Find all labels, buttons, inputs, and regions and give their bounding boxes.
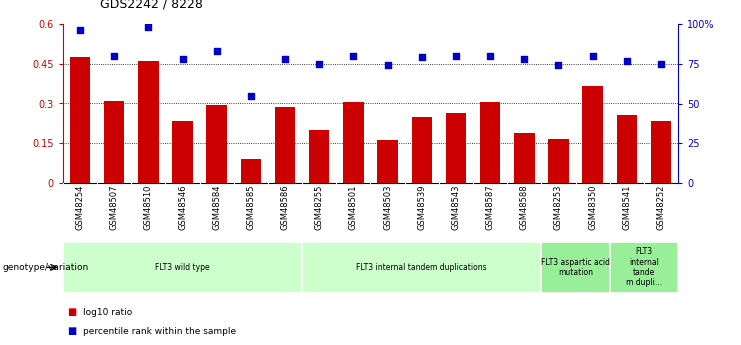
Bar (617, 115, 637, 183)
Point (587, 53, 599, 59)
Bar (70, 57, 90, 183)
Text: GSM48252: GSM48252 (657, 185, 665, 230)
Point (382, 63, 393, 68)
Point (348, 53, 359, 59)
Bar (343, 102, 364, 183)
Bar (480, 102, 500, 183)
Text: GSM48255: GSM48255 (315, 185, 324, 230)
Text: FLT3 aspartic acid
mutation: FLT3 aspartic acid mutation (541, 258, 610, 277)
Bar (411, 117, 432, 183)
Text: GDS2242 / 8228: GDS2242 / 8228 (100, 0, 203, 10)
Text: GSM48543: GSM48543 (451, 185, 460, 230)
Text: GSM48541: GSM48541 (622, 185, 631, 230)
Bar (138, 61, 159, 183)
Point (518, 56, 530, 62)
Point (416, 55, 428, 60)
Text: GSM48587: GSM48587 (485, 185, 494, 230)
Point (655, 61, 667, 67)
Text: GSM48253: GSM48253 (554, 185, 563, 230)
Text: ■: ■ (67, 307, 76, 317)
Bar (548, 139, 568, 183)
Point (484, 53, 496, 59)
Bar (514, 132, 534, 183)
Bar (302, 241, 542, 293)
Text: percentile rank within the sample: percentile rank within the sample (83, 327, 236, 336)
Text: GSM48510: GSM48510 (144, 185, 153, 230)
Point (279, 56, 291, 62)
Bar (377, 140, 398, 183)
Bar (582, 86, 603, 183)
Point (210, 48, 222, 54)
Bar (104, 101, 124, 183)
Text: GSM48501: GSM48501 (349, 185, 358, 230)
Text: GSM48350: GSM48350 (588, 185, 597, 230)
Text: FLT3
internal
tande
m dupli…: FLT3 internal tande m dupli… (625, 247, 662, 287)
Point (176, 56, 188, 62)
Bar (173, 121, 193, 183)
Point (245, 93, 257, 98)
Text: GSM48254: GSM48254 (76, 185, 84, 230)
Text: log10 ratio: log10 ratio (83, 308, 132, 317)
Text: GSM48503: GSM48503 (383, 185, 392, 230)
Text: GSM48585: GSM48585 (247, 185, 256, 230)
Point (621, 58, 633, 63)
Point (142, 24, 154, 30)
Bar (63, 241, 302, 293)
Text: GSM48586: GSM48586 (281, 185, 290, 230)
Text: GSM48584: GSM48584 (212, 185, 222, 230)
Bar (542, 241, 610, 293)
Point (313, 61, 325, 67)
Text: ■: ■ (67, 326, 76, 336)
Point (553, 63, 565, 68)
Bar (241, 159, 261, 183)
Bar (445, 113, 466, 183)
Bar (275, 108, 296, 183)
Text: FLT3 internal tandem duplications: FLT3 internal tandem duplications (356, 263, 487, 272)
Bar (651, 121, 671, 183)
Text: GSM48588: GSM48588 (519, 185, 529, 230)
Bar (309, 130, 330, 183)
Text: genotype/variation: genotype/variation (2, 263, 88, 272)
Text: FLT3 wild type: FLT3 wild type (156, 263, 210, 272)
Point (108, 53, 120, 59)
Bar (207, 105, 227, 183)
Point (74, 28, 86, 33)
Point (450, 53, 462, 59)
Bar (610, 241, 678, 293)
Text: GSM48507: GSM48507 (110, 185, 119, 230)
Text: GSM48539: GSM48539 (417, 185, 426, 230)
Text: GSM48546: GSM48546 (178, 185, 187, 230)
